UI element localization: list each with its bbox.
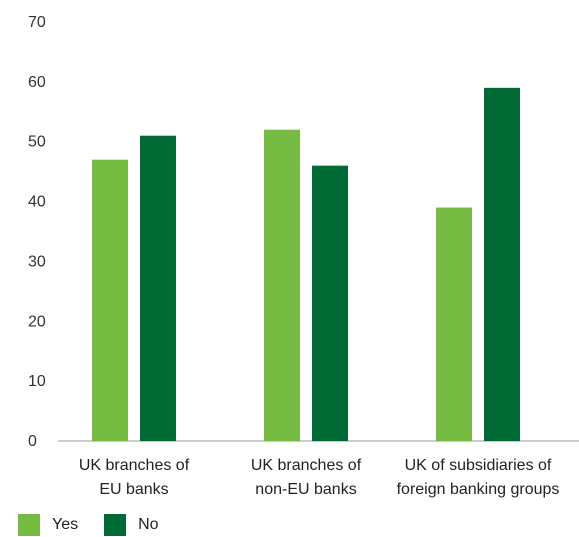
bar-yes-1 xyxy=(92,159,128,441)
x-category-label: UK branches of xyxy=(251,457,362,474)
y-tick-label: 40 xyxy=(28,194,46,211)
y-tick-label: 30 xyxy=(28,253,46,270)
x-category-label: UK branches of xyxy=(79,457,190,474)
legend-swatch-no xyxy=(104,514,127,536)
y-tick-label: 10 xyxy=(28,373,46,390)
y-tick-label: 50 xyxy=(28,134,46,151)
bar-no-1 xyxy=(140,135,176,441)
y-axis-ticks: 0 10 20 30 40 50 60 70 xyxy=(28,14,46,450)
bar-no-3 xyxy=(484,87,520,441)
y-tick-label: 0 xyxy=(28,433,37,450)
legend: Yes No xyxy=(18,514,185,536)
legend-item-no: No xyxy=(104,514,159,536)
legend-label-no: No xyxy=(138,516,159,533)
x-category-label: UK of subsidiaries of xyxy=(405,457,552,474)
x-axis-categories: UK branches of EU banks UK branches of non-… xyxy=(79,457,560,498)
legend-swatch-yes xyxy=(18,514,40,536)
bar-yes-3 xyxy=(436,207,472,441)
legend-label-yes: Yes xyxy=(52,516,79,533)
x-category-label: foreign banking groups xyxy=(397,481,560,498)
y-tick-label: 20 xyxy=(28,313,46,330)
x-category-label: EU banks xyxy=(99,481,168,498)
bars xyxy=(92,87,520,441)
x-category-label: non-EU banks xyxy=(255,481,356,498)
y-tick-label: 70 xyxy=(28,14,46,31)
y-tick-label: 60 xyxy=(28,74,46,91)
bar-no-2 xyxy=(312,165,348,441)
bar-yes-2 xyxy=(264,129,300,441)
legend-item-yes: Yes xyxy=(18,514,78,536)
